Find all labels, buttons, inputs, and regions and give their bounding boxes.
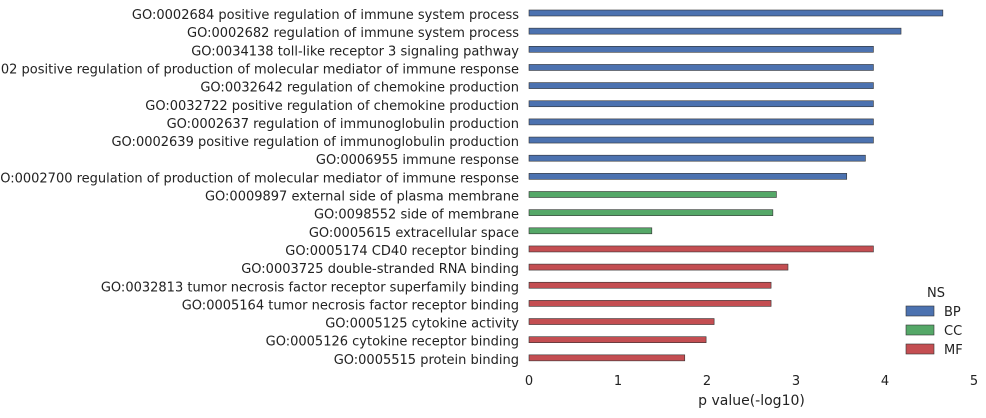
y-tick-label: GO:0005174 CD40 receptor binding	[285, 244, 519, 259]
y-tick-label: GO:0032722 positive regulation of chemok…	[145, 99, 519, 114]
legend-swatch-mf	[905, 343, 935, 355]
y-tick-label: GO:0098552 side of membrane	[314, 208, 519, 223]
y-tick-label: GO:0005125 cytokine activity	[325, 317, 519, 332]
y-tick-label: GO:0005126 cytokine receptor binding	[266, 335, 519, 350]
y-tick-label: GO:0005515 protein binding	[334, 353, 519, 368]
bar-bp	[528, 27, 902, 35]
bar-bp	[528, 64, 874, 71]
bar-cc	[528, 227, 653, 235]
x-tick-label: 5	[970, 374, 978, 389]
x-tick-label: 2	[703, 374, 711, 389]
y-tick-label: GO:0002702 positive regulation of produc…	[0, 62, 519, 77]
bar-bp	[528, 82, 874, 89]
bar-mf	[528, 281, 772, 289]
bar-bp	[528, 136, 874, 144]
legend-label-cc: CC	[944, 324, 962, 339]
bar-mf	[528, 245, 874, 253]
bar-bp	[528, 100, 874, 108]
x-tick-label: 3	[792, 374, 800, 389]
bar-bp	[528, 173, 848, 180]
x-axis-label: p value(-log10)	[698, 393, 805, 409]
legend-label-bp: BP	[944, 305, 961, 320]
bar-mf	[528, 336, 707, 344]
legend-swatch-bp	[905, 305, 935, 317]
bar-mf	[528, 263, 789, 271]
x-tick-label: 0	[525, 374, 533, 389]
y-tick-label: GO:0002700 regulation of production of m…	[0, 171, 519, 186]
bar-cc	[528, 209, 774, 216]
y-tick-label: GO:0002637 regulation of immunoglobulin …	[167, 117, 519, 132]
legend-title: NS	[927, 286, 945, 301]
bar-mf	[528, 318, 715, 325]
legend: NS BP CC MF	[905, 286, 963, 358]
y-tick-label: GO:0003725 double-stranded RNA binding	[241, 262, 519, 277]
bar-bp	[528, 9, 944, 17]
y-tick-label: GO:0002639 positive regulation of immuno…	[111, 135, 519, 150]
y-tick-label: GO:0034138 toll-like receptor 3 signalin…	[191, 44, 519, 59]
legend-label-mf: MF	[944, 343, 963, 358]
bar-bp	[528, 154, 866, 162]
x-tick-labels: 0 1 2 3 4 5	[525, 374, 978, 389]
x-tick-label: 4	[881, 374, 889, 389]
bar-mf	[528, 300, 772, 307]
y-tick-label: GO:0002684 positive regulation of immune…	[132, 8, 519, 23]
legend-swatch-cc	[905, 324, 935, 336]
y-tick-label: GO:0002682 regulation of immune system p…	[187, 26, 519, 41]
bar-cc	[528, 191, 777, 198]
bar-bp	[528, 45, 874, 53]
y-tick-label: GO:0032642 regulation of chemokine produ…	[200, 81, 519, 96]
y-tick-label: GO:0005164 tumor necrosis factor recepto…	[182, 298, 519, 313]
bars-layer	[528, 9, 944, 362]
y-tick-label: GO:0032813 tumor necrosis factor recepto…	[101, 280, 519, 295]
y-tick-label: GO:0005615 extracellular space	[309, 226, 519, 241]
y-tick-label: GO:0006955 immune response	[316, 153, 519, 168]
y-tick-label: GO:0009897 external side of plasma membr…	[205, 190, 519, 205]
bar-mf	[528, 354, 686, 362]
y-tick-labels: GO:0002684 positive regulation of immune…	[0, 8, 519, 368]
x-tick-label: 1	[614, 374, 622, 389]
bar-bp	[528, 118, 874, 126]
